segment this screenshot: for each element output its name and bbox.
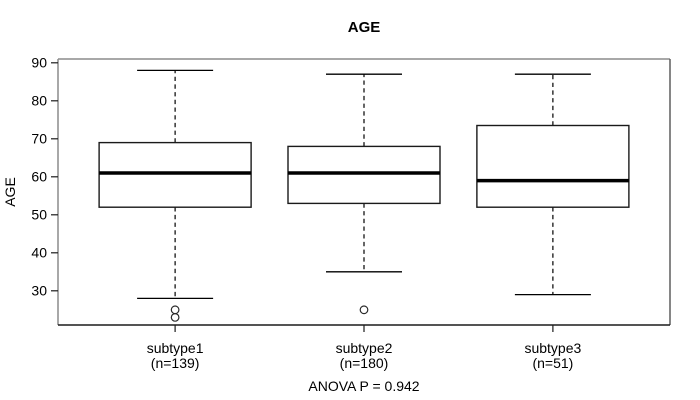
group-sublabel: (n=139) — [151, 355, 200, 371]
y-tick-label: 40 — [31, 245, 47, 261]
y-axis-title: AGE — [2, 177, 18, 207]
group-sublabel: (n=180) — [340, 355, 389, 371]
outlier-point — [170, 313, 180, 322]
iqr-box — [98, 141, 252, 208]
y-tick-label: 30 — [31, 283, 47, 299]
outlier-point — [359, 305, 369, 315]
y-tick-label: 80 — [31, 93, 47, 109]
anova-annotation: ANOVA P = 0.942 — [308, 378, 419, 394]
chart-title: AGE — [348, 19, 381, 36]
group-label: subtype1 — [147, 340, 204, 356]
y-tick-label: 60 — [31, 169, 47, 185]
plot-area: 30405060708090subtype1(n=139)subtype2(n=… — [31, 55, 671, 371]
outlier-point — [170, 305, 180, 315]
y-tick-label: 50 — [31, 207, 47, 223]
y-tick-label: 70 — [31, 131, 47, 147]
iqr-box — [287, 145, 441, 205]
iqr-box — [476, 124, 630, 208]
group-sublabel: (n=51) — [532, 355, 573, 371]
y-tick-label: 90 — [31, 55, 47, 71]
group-label: subtype2 — [336, 340, 393, 356]
group-label: subtype3 — [524, 340, 581, 356]
